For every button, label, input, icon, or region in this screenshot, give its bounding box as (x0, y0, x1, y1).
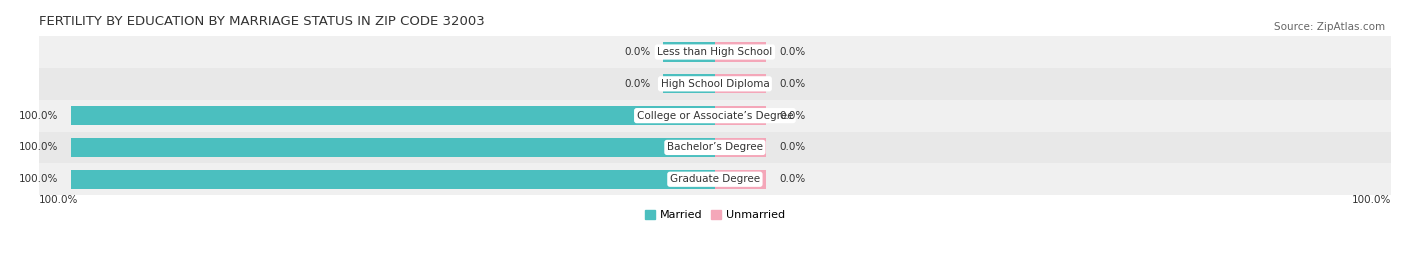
Bar (72, 138, 714, 157)
Text: 0.0%: 0.0% (779, 143, 806, 153)
Bar (72, 106, 714, 125)
Text: Graduate Degree: Graduate Degree (669, 174, 761, 184)
Text: High School Diploma: High School Diploma (661, 79, 769, 89)
Text: 0.0%: 0.0% (779, 174, 806, 184)
Bar (714, 170, 766, 189)
Bar (39, 100, 1391, 132)
Bar (714, 74, 766, 93)
Bar (39, 163, 1391, 195)
Text: 100.0%: 100.0% (18, 143, 58, 153)
Bar (714, 43, 766, 62)
Bar (664, 74, 714, 93)
Text: 100.0%: 100.0% (18, 111, 58, 121)
Legend: Married, Unmarried: Married, Unmarried (641, 206, 789, 225)
Text: College or Associate’s Degree: College or Associate’s Degree (637, 111, 793, 121)
Text: 0.0%: 0.0% (624, 47, 651, 57)
Bar (39, 68, 1391, 100)
Text: 0.0%: 0.0% (779, 47, 806, 57)
Text: 100.0%: 100.0% (39, 195, 79, 205)
Text: Source: ZipAtlas.com: Source: ZipAtlas.com (1274, 22, 1385, 31)
Text: 100.0%: 100.0% (18, 174, 58, 184)
Text: Bachelor’s Degree: Bachelor’s Degree (666, 143, 763, 153)
Bar (664, 43, 714, 62)
Bar (72, 170, 714, 189)
Text: FERTILITY BY EDUCATION BY MARRIAGE STATUS IN ZIP CODE 32003: FERTILITY BY EDUCATION BY MARRIAGE STATU… (39, 15, 485, 28)
Bar (39, 36, 1391, 68)
Text: Less than High School: Less than High School (657, 47, 772, 57)
Bar (714, 138, 766, 157)
Text: 100.0%: 100.0% (1351, 195, 1391, 205)
Bar (714, 106, 766, 125)
Text: 0.0%: 0.0% (779, 79, 806, 89)
Bar (39, 132, 1391, 163)
Text: 0.0%: 0.0% (779, 111, 806, 121)
Text: 0.0%: 0.0% (624, 79, 651, 89)
